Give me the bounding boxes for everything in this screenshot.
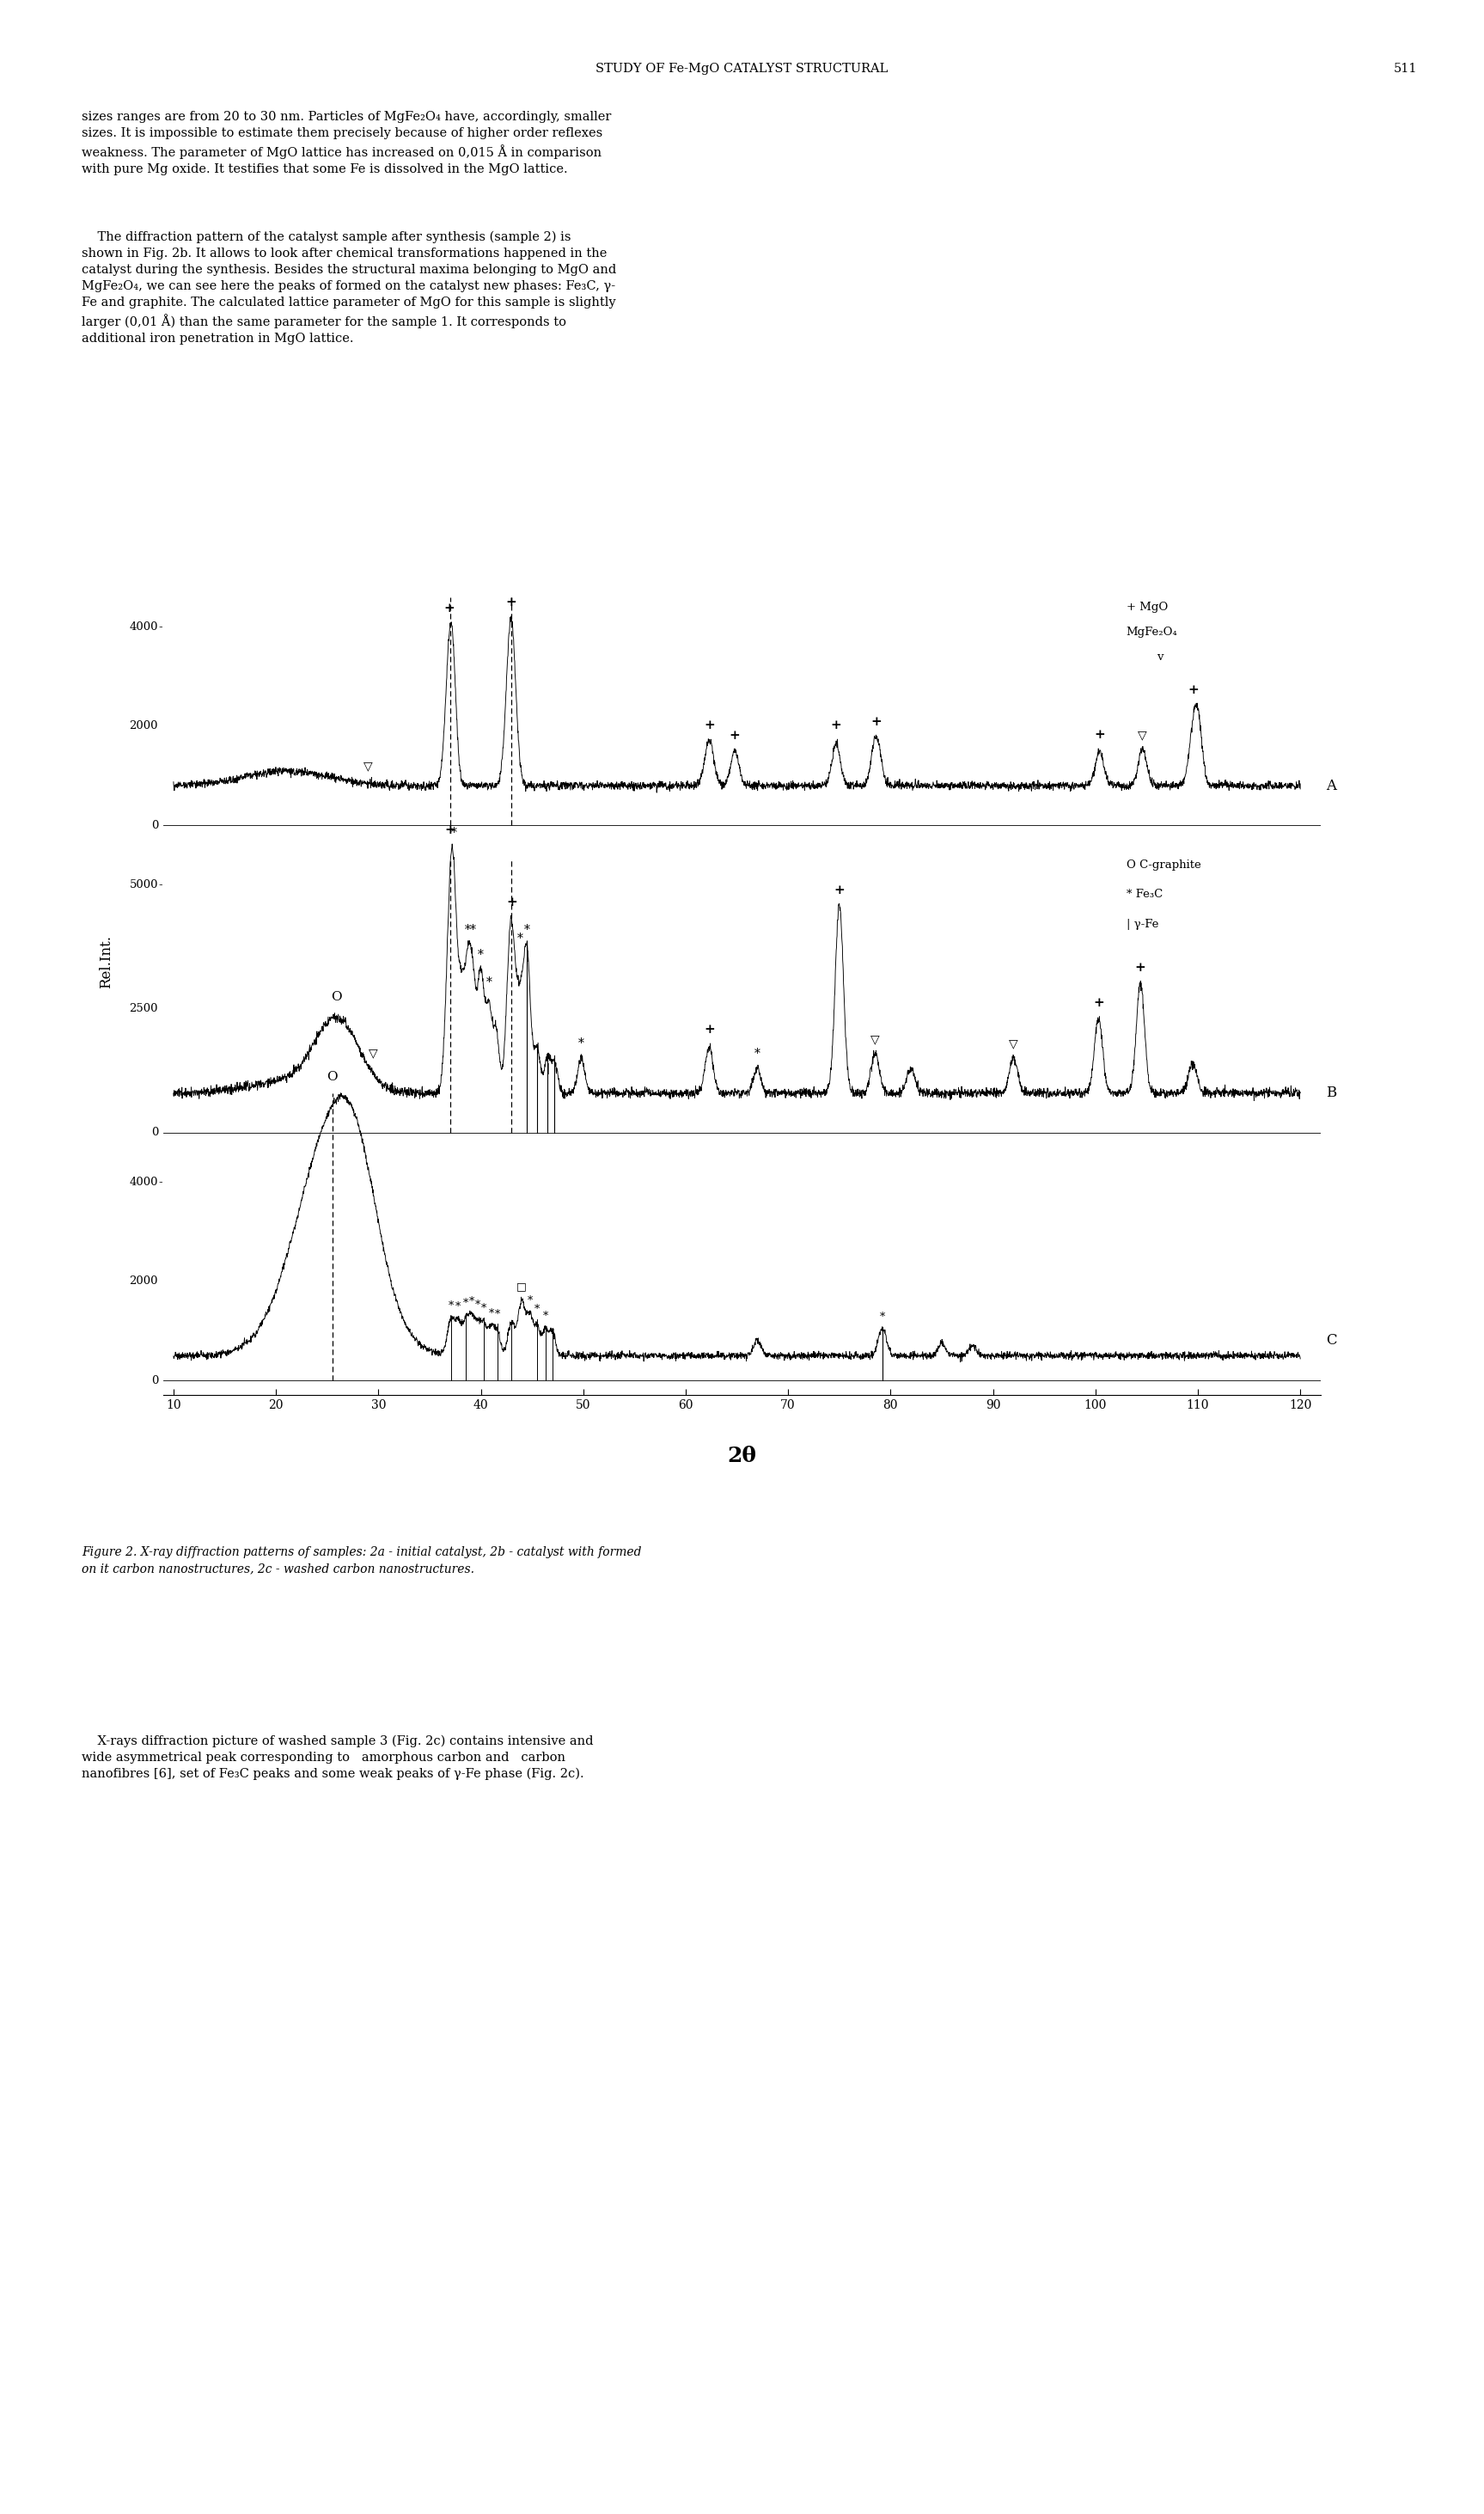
- Text: ▽: ▽: [871, 1033, 880, 1046]
- Text: X-rays diffraction picture of washed sample 3 (Fig. 2c) contains intensive and
w: X-rays diffraction picture of washed sam…: [82, 1735, 594, 1780]
- Text: O C-graphite: O C-graphite: [1126, 860, 1201, 870]
- Text: *: *: [579, 1038, 585, 1048]
- Text: 0: 0: [151, 820, 159, 832]
- Text: -: -: [159, 880, 162, 890]
- Text: +: +: [831, 719, 841, 732]
- Text: 4000: 4000: [129, 1177, 159, 1187]
- Text: Figure 2. X-ray diffraction patterns of samples: 2a - initial catalyst, 2b - cat: Figure 2. X-ray diffraction patterns of …: [82, 1546, 641, 1574]
- Text: O: O: [331, 991, 341, 1003]
- Text: *: *: [754, 1048, 760, 1061]
- Text: □: □: [516, 1282, 527, 1292]
- Text: *: *: [880, 1312, 884, 1322]
- Text: -: -: [159, 1177, 162, 1187]
- Text: *: *: [488, 1307, 494, 1320]
- Text: +: +: [506, 895, 516, 908]
- Text: |: |: [525, 950, 528, 963]
- Text: STUDY OF Fe-MgO CATALYST STRUCTURAL: STUDY OF Fe-MgO CATALYST STRUCTURAL: [595, 63, 889, 75]
- Text: C: C: [1325, 1332, 1337, 1348]
- Text: *: *: [534, 1305, 540, 1315]
- Text: +: +: [506, 596, 516, 608]
- Text: *: *: [494, 1310, 500, 1320]
- Text: *: *: [516, 933, 522, 945]
- Text: ▽: ▽: [1009, 1038, 1018, 1051]
- Text: MgFe₂O₄: MgFe₂O₄: [1126, 626, 1177, 639]
- Text: +: +: [871, 716, 881, 727]
- Text: 2000: 2000: [129, 722, 159, 732]
- Text: *: *: [464, 923, 470, 935]
- Text: * Fe₃C: * Fe₃C: [1126, 890, 1162, 900]
- Text: ▽: ▽: [364, 759, 372, 772]
- Text: 0: 0: [151, 1375, 159, 1385]
- Text: +: +: [445, 825, 456, 837]
- Y-axis label: Rel.Int.: Rel.Int.: [98, 935, 113, 988]
- Text: v: v: [1158, 651, 1163, 661]
- Text: 2θ: 2θ: [727, 1446, 757, 1466]
- Text: sizes ranges are from 20 to 30 nm. Particles of MgFe₂O₄ have, accordingly, small: sizes ranges are from 20 to 30 nm. Parti…: [82, 111, 611, 176]
- Text: +: +: [1094, 998, 1104, 1008]
- Text: 4000: 4000: [129, 621, 159, 634]
- Text: *: *: [469, 923, 475, 935]
- Text: *: *: [456, 1302, 462, 1312]
- Text: *: *: [478, 948, 484, 960]
- Text: *: *: [469, 1295, 475, 1307]
- Text: +: +: [444, 603, 454, 613]
- Text: +: +: [703, 1023, 715, 1036]
- Text: -: -: [159, 621, 162, 634]
- Text: +: +: [729, 729, 741, 742]
- Text: |: |: [536, 1043, 539, 1053]
- Text: ▽: ▽: [1138, 729, 1147, 742]
- Text: *: *: [524, 925, 530, 935]
- Text: The diffraction pattern of the catalyst sample after synthesis (sample 2) is
sho: The diffraction pattern of the catalyst …: [82, 231, 616, 344]
- Text: + MgO: + MgO: [1126, 601, 1168, 613]
- Text: +: +: [834, 885, 844, 895]
- Text: +: +: [703, 719, 715, 732]
- Text: *: *: [481, 1302, 487, 1315]
- Text: *: *: [448, 1300, 454, 1312]
- Text: 0: 0: [151, 1126, 159, 1139]
- Text: O: O: [326, 1071, 338, 1084]
- Text: A: A: [1325, 779, 1336, 792]
- Text: | γ-Fe: | γ-Fe: [1126, 918, 1158, 930]
- Text: +: +: [1094, 729, 1106, 742]
- Text: 2500: 2500: [129, 1003, 159, 1013]
- Text: *: *: [527, 1295, 533, 1307]
- Text: *: *: [463, 1297, 467, 1310]
- Text: 5000: 5000: [129, 880, 159, 890]
- Text: 2000: 2000: [129, 1275, 159, 1287]
- Text: B: B: [1325, 1086, 1337, 1101]
- Text: *: *: [487, 975, 491, 988]
- Text: ▽: ▽: [368, 1048, 378, 1058]
- Text: *: *: [543, 1310, 548, 1322]
- Text: 511: 511: [1393, 63, 1417, 75]
- Text: *: *: [475, 1300, 481, 1310]
- Text: *: *: [451, 827, 457, 840]
- Text: +: +: [1135, 960, 1146, 973]
- Text: |: |: [546, 1063, 549, 1073]
- Text: +: +: [1189, 684, 1199, 696]
